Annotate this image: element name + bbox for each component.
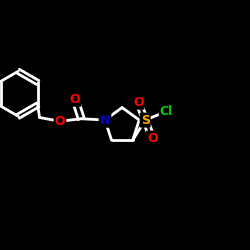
Text: O: O (147, 132, 158, 144)
Text: O: O (55, 115, 65, 128)
Text: O: O (133, 96, 143, 108)
Text: N: N (100, 114, 110, 126)
Text: N: N (100, 114, 110, 126)
Text: S: S (141, 114, 150, 126)
Text: Cl: Cl (160, 105, 173, 118)
Text: O: O (70, 93, 80, 106)
